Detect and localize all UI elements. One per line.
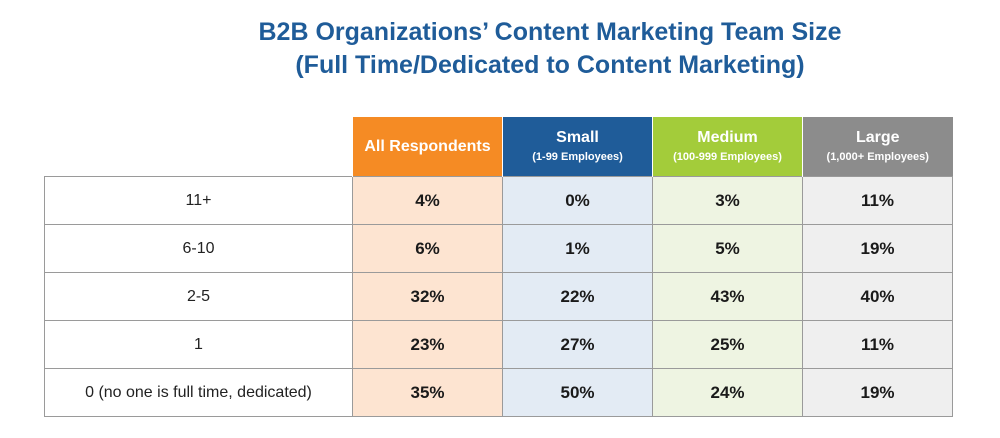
column-header-all-respondents: All Respondents: [352, 117, 503, 177]
value-cell: 35%: [352, 368, 503, 417]
value-cell: 6%: [352, 224, 503, 273]
value-cell: 4%: [352, 176, 503, 225]
value-cell: 43%: [652, 272, 803, 321]
column-header-small: Small (1-99 Employees): [502, 117, 653, 177]
chart-title-block: B2B Organizations’ Content Marketing Tea…: [180, 16, 920, 82]
column-header-sublabel: (1-99 Employees): [532, 151, 623, 163]
value-cell: 50%: [502, 368, 653, 417]
table-row: 1 23% 27% 25% 11%: [44, 320, 953, 369]
value-cell: 11%: [802, 176, 953, 225]
value-cell: 5%: [652, 224, 803, 273]
table-row: 6-10 6% 1% 5% 19%: [44, 224, 953, 273]
value-cell: 23%: [352, 320, 503, 369]
column-header-large: Large (1,000+ Employees): [802, 117, 953, 177]
table-row: 2-5 32% 22% 43% 40%: [44, 272, 953, 321]
table-row: 0 (no one is full time, dedicated) 35% 5…: [44, 368, 953, 417]
chart-title: B2B Organizations’ Content Marketing Tea…: [258, 18, 842, 46]
column-header-label: Medium: [697, 129, 758, 146]
row-label: 1: [44, 320, 353, 369]
table-row: 11+ 4% 0% 3% 11%: [44, 176, 953, 225]
header-row: All Respondents Small (1-99 Employees) M…: [45, 117, 953, 177]
chart-subtitle: (Full Time/Dedicated to Content Marketin…: [295, 51, 805, 79]
column-header-medium: Medium (100-999 Employees): [652, 117, 803, 177]
column-header-label: Large: [855, 129, 900, 146]
value-cell: 27%: [502, 320, 653, 369]
value-cell: 0%: [502, 176, 653, 225]
team-size-table: All Respondents Small (1-99 Employees) M…: [44, 117, 953, 417]
corner-cell: [45, 117, 353, 177]
column-header-sublabel: (1,000+ Employees): [826, 151, 929, 163]
value-cell: 1%: [502, 224, 653, 273]
value-cell: 19%: [802, 224, 953, 273]
value-cell: 25%: [652, 320, 803, 369]
row-label: 2-5: [44, 272, 353, 321]
value-cell: 11%: [802, 320, 953, 369]
value-cell: 22%: [502, 272, 653, 321]
column-header-sublabel: (100-999 Employees): [673, 151, 782, 163]
row-label: 11+: [44, 176, 353, 225]
value-cell: 24%: [652, 368, 803, 417]
row-label: 0 (no one is full time, dedicated): [44, 368, 353, 417]
column-header-label: Small: [556, 129, 599, 146]
value-cell: 40%: [802, 272, 953, 321]
value-cell: 3%: [652, 176, 803, 225]
value-cell: 19%: [802, 368, 953, 417]
row-label: 6-10: [44, 224, 353, 273]
value-cell: 32%: [352, 272, 503, 321]
column-header-label: All Respondents: [364, 137, 491, 155]
